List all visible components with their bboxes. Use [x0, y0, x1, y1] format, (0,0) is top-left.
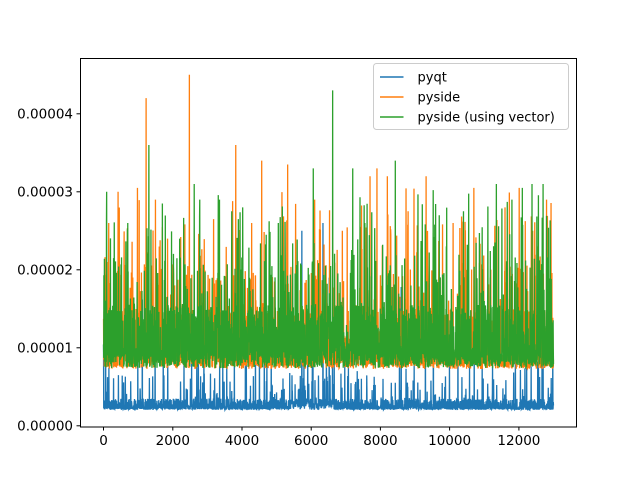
legend-label-pyside: pyside: [418, 91, 461, 106]
y-axis: 0.00000 0.00001 0.00002 0.00003 0.00004: [17, 106, 80, 434]
legend-entry-pyqt: pyqt: [380, 71, 447, 86]
plot-border: [80, 58, 577, 428]
x-tick-label: 0: [99, 433, 108, 449]
x-tick-label: 12000: [497, 433, 540, 449]
series-lines: [102, 74, 555, 413]
x-tick-label: 2000: [156, 433, 190, 449]
y-tick-label: 0.00000: [17, 418, 73, 434]
x-tick-label: 8000: [363, 433, 397, 449]
series-line-pyqt: [102, 222, 555, 413]
y-tick-label: 0.00002: [17, 262, 73, 278]
legend-box: [373, 63, 569, 130]
y-tick-label: 0.00004: [17, 106, 73, 122]
legend-entry-pyside-vector: pyside (using vector): [380, 111, 555, 126]
y-tick-label: 0.00003: [17, 184, 73, 200]
legend-entry-pyside: pyside: [380, 91, 460, 106]
x-tick-label: 10000: [428, 433, 471, 449]
legend-label-pyside-vector: pyside (using vector): [418, 111, 555, 126]
series-line-pyside-using-vector-: [102, 90, 555, 370]
legend-label-pyqt: pyqt: [418, 71, 447, 86]
x-tick-label: 4000: [225, 433, 259, 449]
x-tick-label: 6000: [294, 433, 328, 449]
y-tick-label: 0.00001: [17, 340, 73, 356]
legend: pyqt pyside pyside (using vector): [373, 63, 569, 130]
x-axis: 0 2000 4000 6000 8000 10000 12000: [99, 427, 540, 449]
